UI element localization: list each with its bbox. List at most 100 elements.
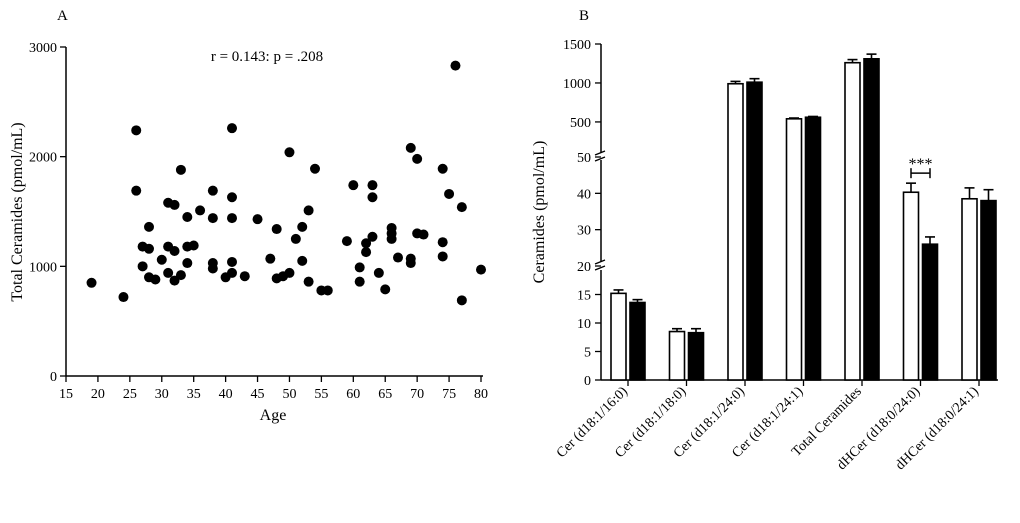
y-tick-label: 50 xyxy=(577,151,591,166)
bar-filled-3 xyxy=(804,116,822,381)
y-tick-label: 0 xyxy=(584,374,591,389)
axis-break xyxy=(594,265,606,271)
scatter-point xyxy=(207,185,218,196)
scatter-point xyxy=(144,243,154,254)
axis-break xyxy=(594,259,606,265)
x-tick-label: 60 xyxy=(346,387,360,402)
panel-a-x-label: Age xyxy=(260,407,287,424)
x-tick-label: 75 xyxy=(442,387,456,402)
bar-filled-4 xyxy=(863,58,880,381)
scatter-point xyxy=(297,255,308,266)
panel-b-y-label: Ceramides (pmol/mL) xyxy=(531,141,548,284)
scatter-point xyxy=(341,236,352,247)
scatter-point xyxy=(393,252,403,263)
scatter-point xyxy=(169,199,180,210)
x-tick-label: 50 xyxy=(282,387,296,402)
bar-open-0 xyxy=(610,292,627,381)
scatter-point xyxy=(437,237,448,248)
scatter-point xyxy=(156,254,167,265)
x-tick-label: 65 xyxy=(378,387,392,402)
x-tick-label: 80 xyxy=(474,387,488,402)
scatter-point xyxy=(322,285,333,296)
y-tick-label: 0 xyxy=(50,370,57,385)
scatter-point xyxy=(444,188,455,199)
bar-filled-2 xyxy=(746,81,763,381)
scatter-point xyxy=(310,163,320,174)
panel-a-label: A xyxy=(57,8,68,24)
scatter-point xyxy=(348,180,359,191)
scatter-point xyxy=(456,295,467,306)
y-tick-label: 2000 xyxy=(29,151,57,166)
axis-break xyxy=(594,150,606,156)
scatter-point xyxy=(367,180,378,191)
bar-filled-6 xyxy=(980,199,997,381)
y-tick-label: 10 xyxy=(577,317,591,332)
scatter-point xyxy=(386,233,397,244)
scatter-point xyxy=(207,263,218,274)
scatter-point xyxy=(361,238,372,249)
scatter-point xyxy=(252,214,263,225)
correlation-annotation: r = 0.143: p = .208 xyxy=(211,49,323,65)
y-tick-label: 30 xyxy=(577,224,591,239)
scatter-point xyxy=(437,163,448,174)
scatter-point xyxy=(227,213,237,224)
scatter-point xyxy=(450,60,461,71)
y-tick-label: 20 xyxy=(577,260,591,275)
y-tick-label: 40 xyxy=(577,187,591,202)
scatter-point xyxy=(380,284,391,295)
scatter-point xyxy=(265,253,276,264)
scatter-point xyxy=(367,192,378,203)
scatter-point xyxy=(290,233,301,244)
scatter-point xyxy=(182,258,193,269)
y-tick-label: 1500 xyxy=(563,38,591,53)
scatter-point xyxy=(373,267,384,278)
scatter-point xyxy=(354,262,365,273)
y-tick-label: 1000 xyxy=(29,260,57,275)
scatter-point xyxy=(131,125,142,136)
x-tick-label: 45 xyxy=(251,387,265,402)
scatter-point xyxy=(284,267,295,278)
scatter-point xyxy=(144,221,154,232)
x-tick-label: 15 xyxy=(59,387,73,402)
scatter-point xyxy=(239,271,250,282)
scatter-point xyxy=(207,213,218,224)
scatter-point xyxy=(303,276,314,287)
y-tick-label: 3000 xyxy=(29,41,57,56)
bar-filled-1 xyxy=(687,331,705,381)
scatter-point xyxy=(175,270,186,281)
x-tick-label: 40 xyxy=(219,387,233,402)
scatter-point xyxy=(227,192,237,203)
x-tick-label: 25 xyxy=(123,387,137,402)
scatter-point xyxy=(175,164,186,175)
y-tick-label: 1000 xyxy=(563,77,591,92)
y-tick-label: 500 xyxy=(570,116,591,131)
panel-b-label: B xyxy=(579,8,589,24)
scatter-point xyxy=(405,142,416,153)
scatter-point xyxy=(361,247,372,258)
axis-break xyxy=(594,156,606,162)
bar-open-5 xyxy=(902,191,920,381)
x-tick-label: 55 xyxy=(314,387,328,402)
scatter-point xyxy=(227,123,237,134)
scatter-point xyxy=(437,251,448,262)
bar-open-6 xyxy=(961,197,978,381)
scatter-point xyxy=(476,264,486,275)
x-tick-label: 35 xyxy=(187,387,201,402)
scatter-point xyxy=(405,258,416,269)
scatter-point xyxy=(227,267,237,278)
bar-filled-0 xyxy=(629,301,646,381)
x-tick-label: 20 xyxy=(91,387,105,402)
bar-open-4 xyxy=(844,61,861,381)
panel-a-y-label: Total Ceramides (pmol/mL) xyxy=(9,122,26,301)
scatter-point xyxy=(86,277,97,288)
scatter-point xyxy=(131,185,142,196)
scatter-point xyxy=(188,240,199,251)
x-tick-label: 30 xyxy=(155,387,169,402)
bar-open-3 xyxy=(785,118,803,381)
y-tick-label: 15 xyxy=(577,289,591,304)
scatter-point xyxy=(150,274,161,285)
scatter-point xyxy=(412,153,423,164)
bar-open-2 xyxy=(727,82,744,381)
y-tick-label: 5 xyxy=(584,346,591,361)
